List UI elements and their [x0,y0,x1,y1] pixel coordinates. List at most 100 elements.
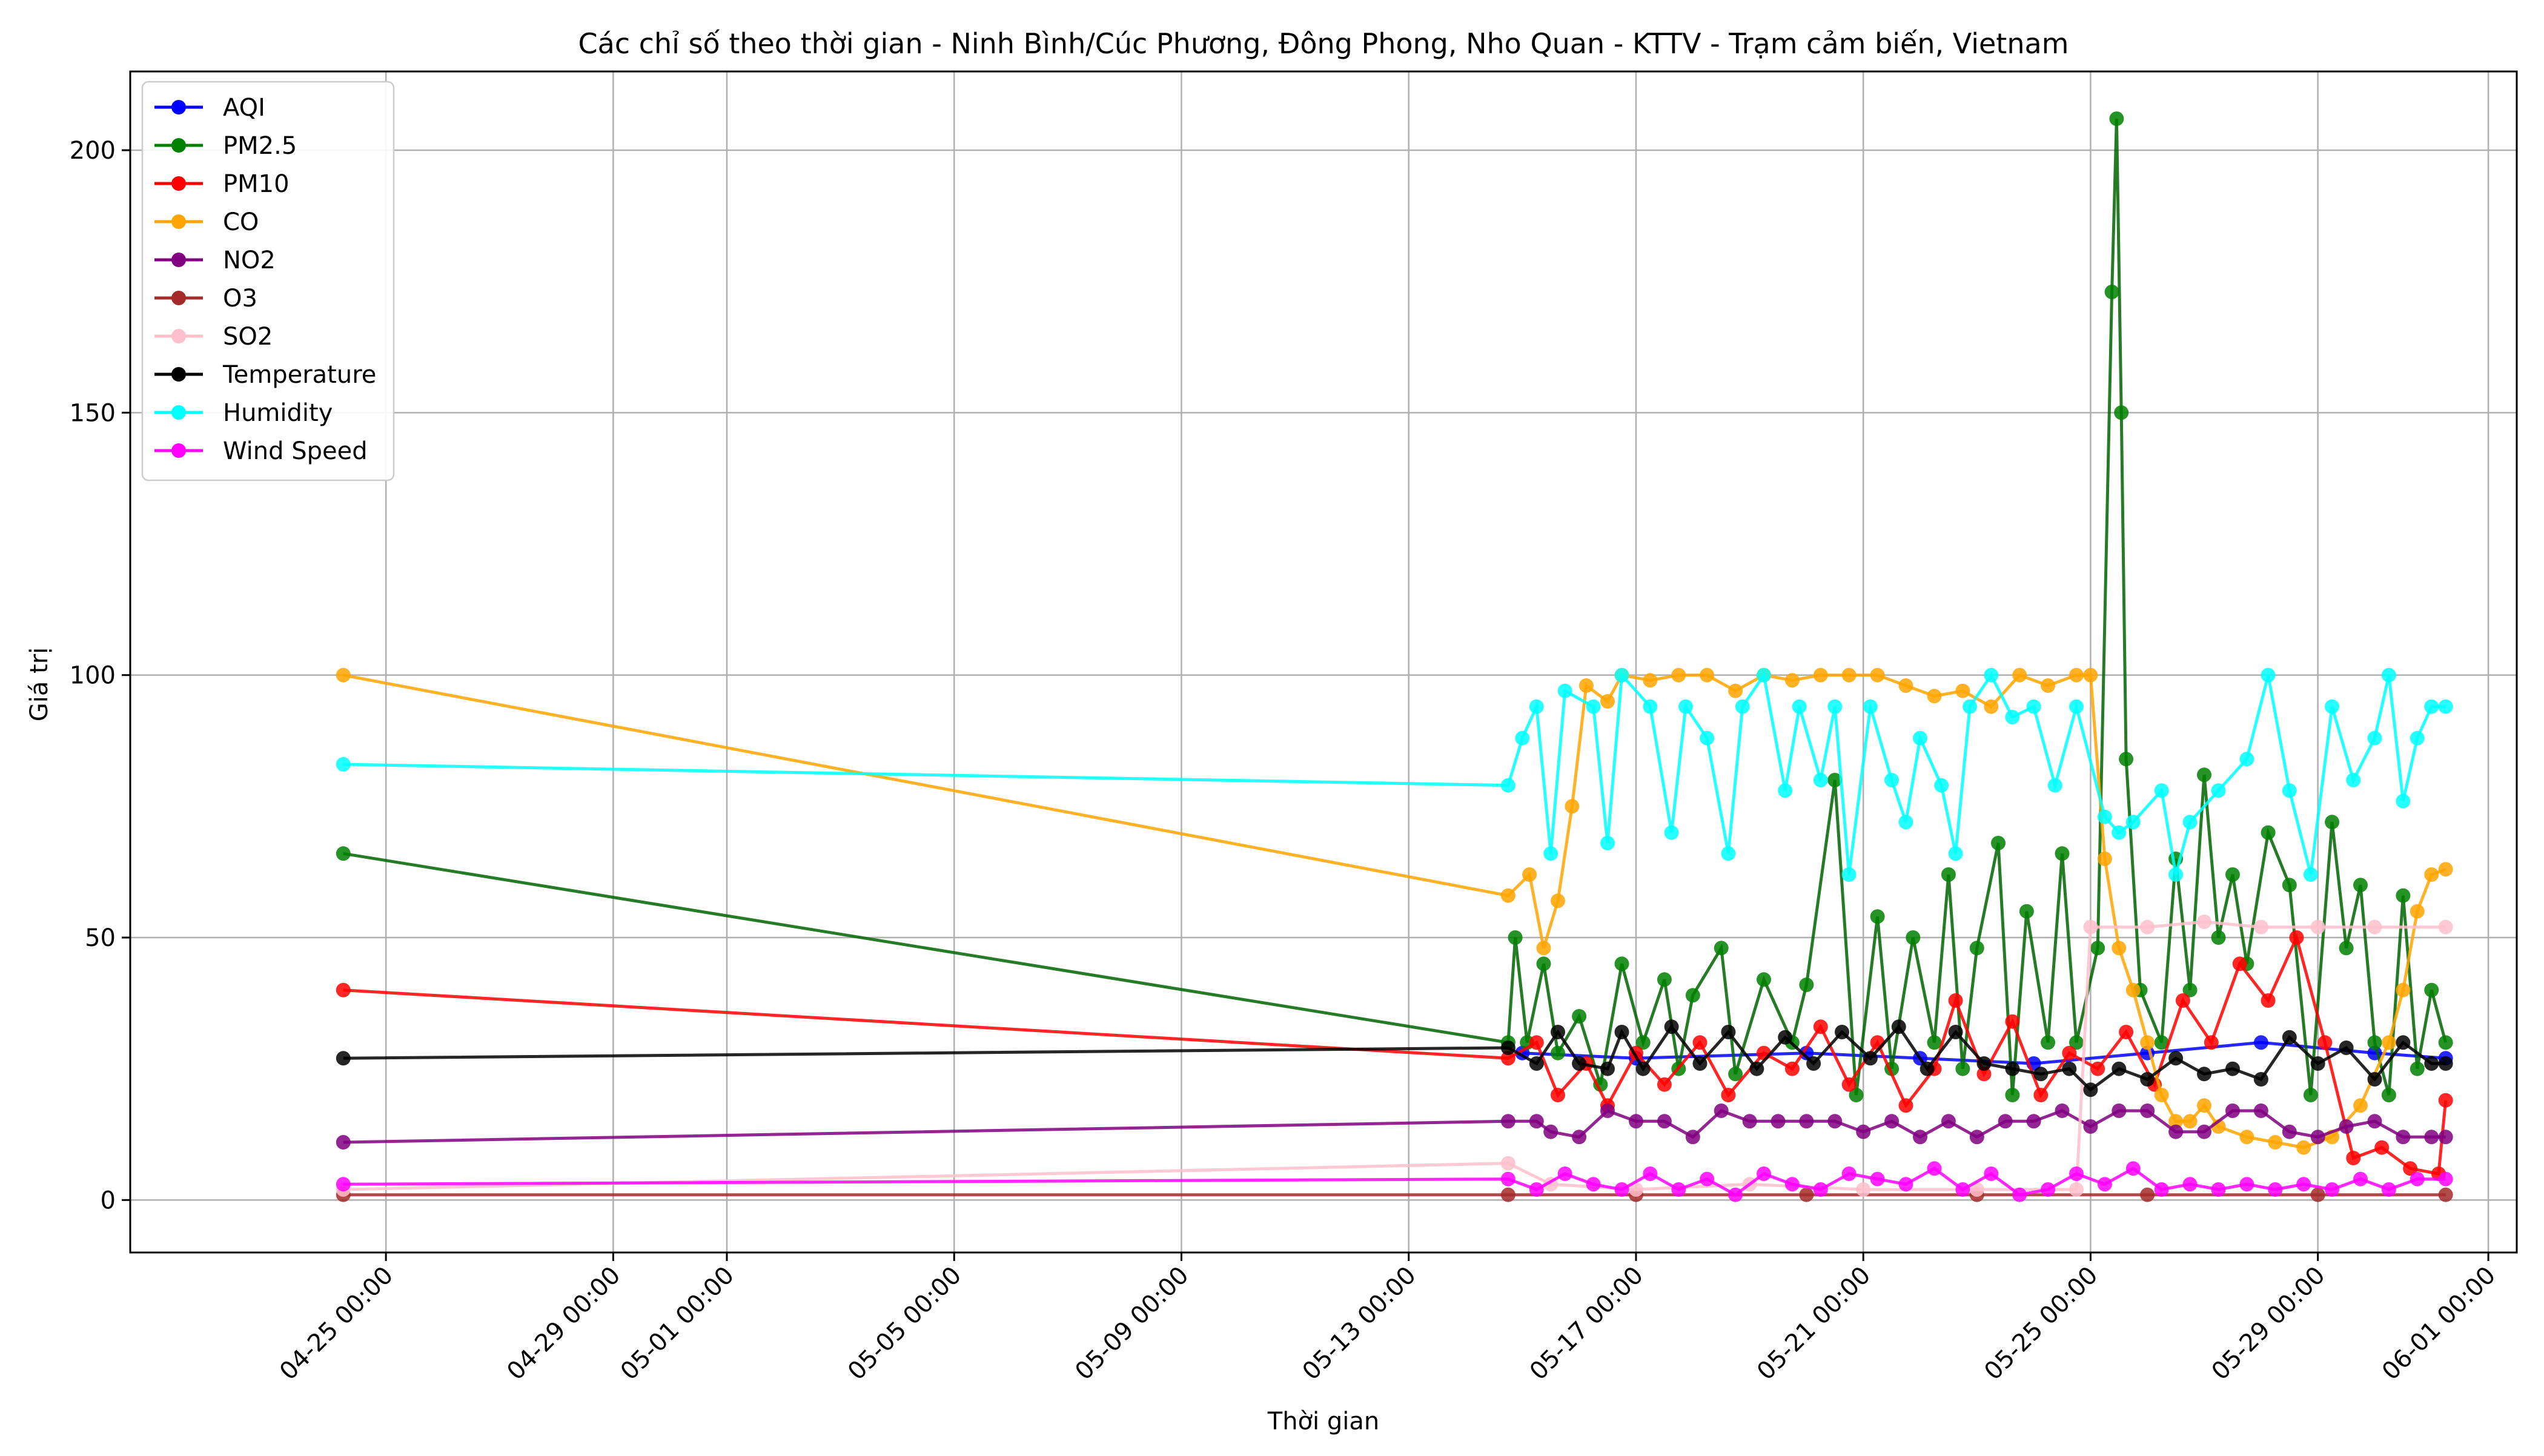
point-temperature-27 [2197,1067,2211,1082]
legend-entry-pm2-5: PM2.5 [154,132,297,160]
point-pm2-5-9 [1635,1035,1651,1050]
point-pm2-5-25 [1955,1061,1970,1076]
point-pm2-5-22 [1906,930,1921,945]
point-pm2-5-23 [1927,1035,1942,1050]
legend-label-wind-speed: Wind Speed [223,437,368,465]
point-so2-8 [2083,919,2098,935]
legend: AQI PM2.5 PM10 CO NO2 O3 SO2 Temperature Humidit… [141,81,395,481]
point-humidity-50 [2424,699,2439,714]
point-pm2-5-48 [2303,1088,2318,1102]
point-no2-21 [2055,1104,2070,1118]
point-temperature-22 [2062,1061,2077,1076]
point-pm2-5-50 [2339,941,2354,956]
point-pm2-5-53 [2381,1088,2396,1102]
legend-entry-no2: NO2 [154,247,276,274]
point-temperature-15 [1863,1051,1878,1066]
point-pm10-7 [1657,1077,1672,1092]
point-pm10-11 [1784,1061,1800,1076]
point-so2-14 [2438,919,2453,935]
point-wind-speed-28 [2268,1182,2283,1197]
point-pm2-5-49 [2325,815,2340,830]
point-co-7 [1600,694,1615,709]
point-no2-35 [2438,1130,2453,1145]
point-humidity-0 [336,757,351,772]
point-no2-18 [1969,1130,1984,1145]
point-humidity-36 [2154,783,2169,798]
point-temperature-25 [2140,1072,2155,1087]
point-o3-7 [2438,1187,2453,1202]
point-co-31 [2168,1114,2184,1129]
point-humidity-16 [1778,783,1793,798]
point-no2-14 [1856,1124,1871,1139]
point-wind-speed-29 [2296,1177,2311,1192]
point-humidity-20 [1841,867,1857,882]
point-humidity-10 [1664,825,1679,840]
point-humidity-7 [1600,836,1615,850]
point-pm10-27 [2232,956,2247,971]
point-wind-speed-17 [1955,1182,1970,1197]
point-temperature-14 [1835,1025,1849,1039]
point-no2-7 [1657,1114,1672,1129]
series-co [336,667,2453,1155]
point-co-2 [1522,867,1537,882]
point-temperature-12 [1778,1030,1793,1045]
series-humidity [336,667,2453,882]
point-wind-speed-3 [1557,1166,1572,1181]
point-humidity-38 [2182,815,2198,830]
point-humidity-26 [1948,846,1963,861]
point-humidity-45 [2346,773,2361,787]
point-pm2-5-31 [2055,846,2070,861]
point-wind-speed-21 [2069,1166,2084,1181]
point-pm2-5-43 [2211,930,2226,945]
point-wind-speed-19 [2012,1187,2027,1202]
point-temperature-35 [2424,1056,2439,1071]
grid [130,71,2517,1252]
point-no2-2 [1529,1114,1544,1129]
point-pm2-5-27 [1991,836,2006,850]
point-co-42 [2410,904,2425,919]
point-pm2-5-5 [1551,1045,1565,1061]
series-temperature [336,1019,2453,1097]
point-no2-11 [1771,1114,1786,1129]
point-humidity-40 [2239,752,2254,767]
point-temperature-19 [1976,1056,1992,1071]
point-pm2-5-57 [2438,1035,2453,1050]
point-no2-1 [1500,1114,1515,1129]
point-pm10-12 [1813,1019,1828,1034]
point-co-44 [2438,862,2453,877]
point-pm2-5-33 [2090,941,2105,956]
point-humidity-21 [1863,699,1878,714]
point-pm2-5-8 [1614,956,1629,971]
point-humidity-34 [2112,825,2127,840]
legend-entry-temperature: Temperature [154,361,376,389]
point-humidity-49 [2410,730,2425,746]
point-pm2-5-44 [2225,867,2240,882]
point-pm2-5-4 [1536,956,1551,971]
point-temperature-6 [1614,1025,1629,1039]
point-no2-28 [2253,1104,2268,1118]
point-co-39 [2353,1098,2368,1113]
y-tick-label-2: 100 [70,662,116,690]
point-pm10-8 [1692,1035,1708,1050]
point-wind-speed-9 [1728,1187,1743,1202]
point-pm2-5-47 [2282,878,2297,893]
point-pm2-5-26 [1969,941,1984,956]
point-temperature-24 [2112,1061,2127,1076]
point-co-10 [1671,667,1686,683]
point-wind-speed-32 [2381,1182,2396,1197]
series-no2 [336,1104,2453,1150]
y-tick-label-0: 0 [101,1186,116,1214]
point-co-27 [2112,941,2127,956]
legend-label-aqi: AQI [223,94,265,122]
point-pm10-29 [2289,930,2304,945]
point-humidity-51 [2438,699,2453,714]
point-humidity-23 [1898,815,1913,830]
point-temperature-11 [1749,1061,1764,1076]
point-wind-speed-25 [2182,1177,2198,1192]
point-pm10-19 [2005,1014,2020,1029]
point-o3-1 [1500,1187,1515,1202]
point-pm2-5-10 [1657,972,1672,987]
point-humidity-14 [1735,699,1750,714]
point-humidity-3 [1529,699,1544,714]
point-co-3 [1536,941,1551,956]
